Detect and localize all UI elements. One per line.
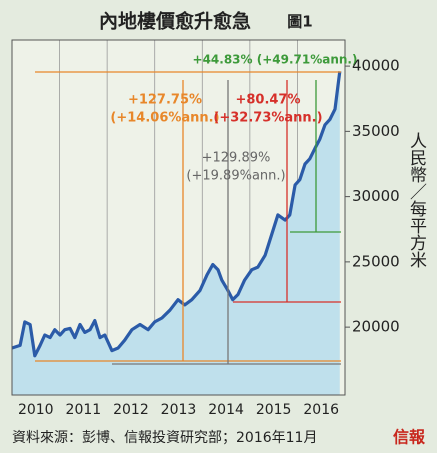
chart-title: 內地樓價愈升愈急 xyxy=(99,10,251,33)
x-tick-label: 2011 xyxy=(66,402,102,418)
y-tick-label: 40000 xyxy=(352,57,400,75)
y-tick-label: 20000 xyxy=(352,318,400,336)
y-axis-label: 人民幣／每平方米 xyxy=(406,132,427,268)
x-tick-label: 2010 xyxy=(18,402,54,418)
annotation: (+14.06%ann.) xyxy=(110,111,219,126)
annotation: +129.89% xyxy=(202,151,271,166)
guides xyxy=(35,71,341,365)
x-tick-label: 2015 xyxy=(256,402,292,418)
area xyxy=(12,71,340,396)
figure-label: 圖1 xyxy=(287,13,312,31)
annotation: +127.75% xyxy=(128,93,202,108)
y-tick-label: 30000 xyxy=(352,187,400,205)
x-tick-label: 2013 xyxy=(161,402,197,418)
y-tick-label: 35000 xyxy=(352,122,400,140)
annotation: +80.47% xyxy=(235,93,300,108)
series xyxy=(11,71,342,396)
plot-frame xyxy=(11,39,346,396)
annotation: (+32.73%ann.) xyxy=(213,111,322,126)
logo: 信報 xyxy=(393,428,426,447)
annotations: +127.75% (+14.06%ann.) +129.89% (+19.89%ann… xyxy=(110,53,357,184)
annotation: (+19.89%ann.) xyxy=(186,169,285,184)
source: 資料來源：彭博、信報投資研究部；2016年11月 xyxy=(12,429,317,446)
annotation: +44.83% (+49.71%ann.) xyxy=(193,53,358,67)
x-tick-label: 2014 xyxy=(208,402,244,418)
line xyxy=(11,71,342,358)
x-tick-label: 2012 xyxy=(113,402,149,418)
y-tick-label: 25000 xyxy=(352,252,400,270)
x-tick-label: 2016 xyxy=(303,402,339,418)
